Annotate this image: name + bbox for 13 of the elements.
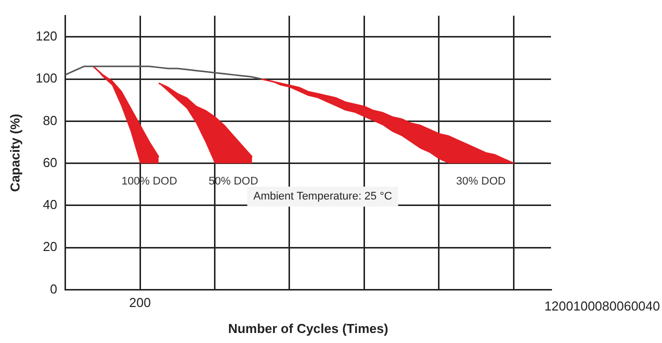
series-label: 30% DOD [456,175,506,188]
y-tick-label: 100 [36,70,58,86]
y-tick-label: 80 [42,112,58,128]
y-tick-label: 60 [42,154,58,170]
y-tick-label: 0 [50,281,58,296]
text: 1200100080060040 [544,298,660,314]
annotation: Ambient Temperature: 25 °C [253,190,392,203]
y-axis-title: Capacity (%) [7,114,22,192]
y-tick-label: 40 [42,197,58,212]
y-tick-label: 20 [42,239,58,254]
x-tick-label: 200 [129,295,151,310]
y-tick-label: 120 [36,28,58,44]
x-axis-title: Number of Cycles (Times) [228,320,388,336]
